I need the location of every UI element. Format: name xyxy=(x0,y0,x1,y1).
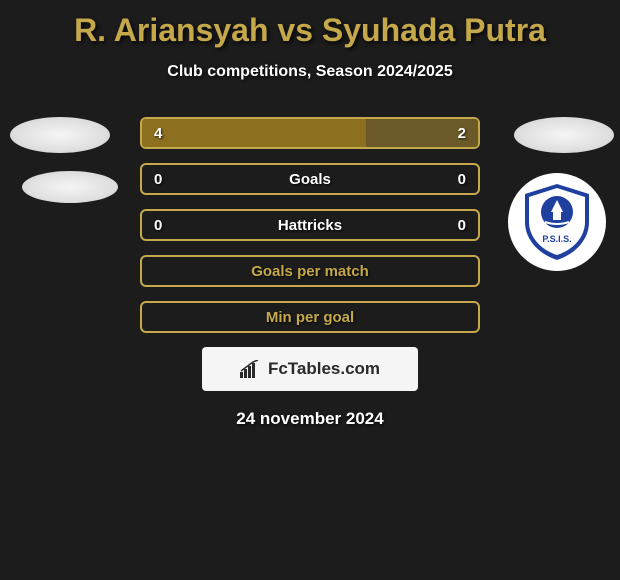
stat-right-value: 0 xyxy=(458,217,466,234)
stat-right-value: 2 xyxy=(458,125,466,142)
stat-row-goals-per-match: Goals per match xyxy=(140,255,480,287)
player-right-avatar-placeholder xyxy=(514,117,614,153)
svg-text:P.S.I.S.: P.S.I.S. xyxy=(542,234,571,244)
player-right-club-badge: P.S.I.S. xyxy=(508,173,606,271)
date-text: 24 november 2024 xyxy=(0,409,620,429)
stat-right-value: 0 xyxy=(458,171,466,188)
player-left-avatar-placeholder xyxy=(10,117,110,153)
club-badge-icon: P.S.I.S. xyxy=(517,182,597,262)
stat-left-value: 0 xyxy=(154,171,162,188)
stat-row-min-per-goal: Min per goal xyxy=(140,301,480,333)
stat-left-value: 4 xyxy=(154,125,162,142)
stat-label: Goals xyxy=(289,171,331,188)
stats-container: P.S.I.S. 4 Matches 2 0 Goals 0 0 Hattric… xyxy=(0,117,620,429)
branding-box: FcTables.com xyxy=(202,347,418,391)
bars-icon xyxy=(240,360,262,378)
stat-row-hattricks: 0 Hattricks 0 xyxy=(140,209,480,241)
stat-label: Hattricks xyxy=(278,217,342,234)
player-left-club-placeholder xyxy=(22,171,118,203)
page-title: R. Ariansyah vs Syuhada Putra xyxy=(0,0,620,49)
subtitle: Club competitions, Season 2024/2025 xyxy=(0,63,620,81)
stat-row-matches: 4 Matches 2 xyxy=(140,117,480,149)
stat-row-goals: 0 Goals 0 xyxy=(140,163,480,195)
stat-label: Goals per match xyxy=(251,263,369,280)
stat-label: Min per goal xyxy=(266,309,354,326)
branding-text: FcTables.com xyxy=(268,359,380,379)
stat-bar-left xyxy=(142,119,366,147)
stat-left-value: 0 xyxy=(154,217,162,234)
